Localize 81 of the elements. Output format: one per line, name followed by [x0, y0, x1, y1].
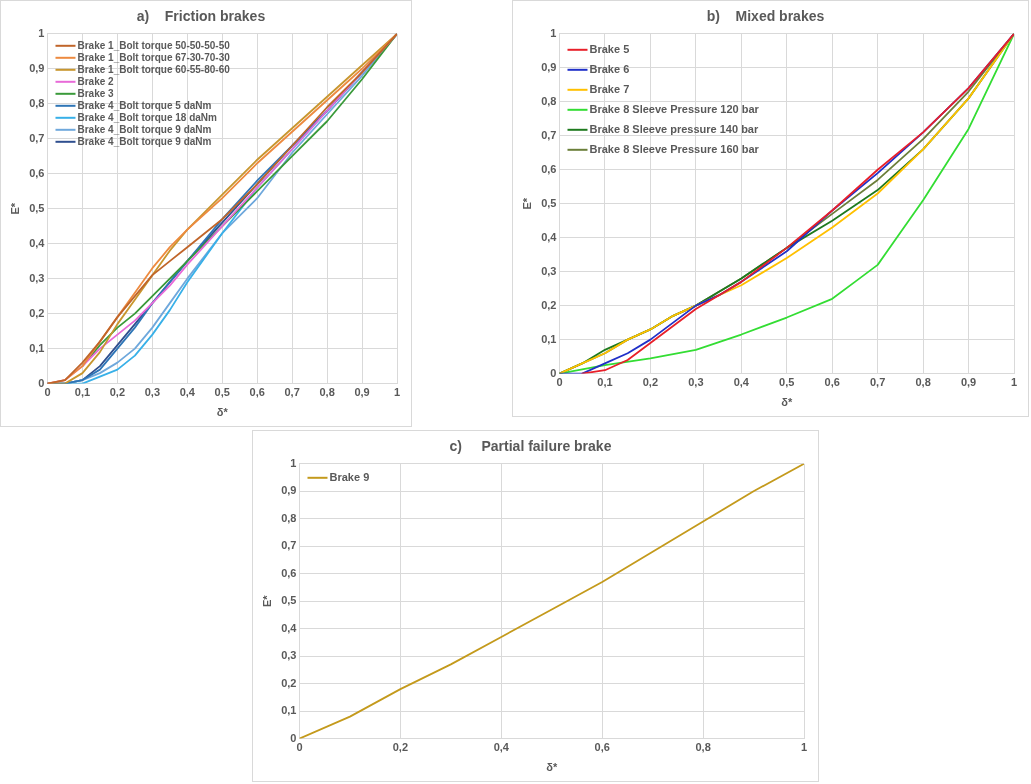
y-tick-label: 0,5 — [281, 594, 297, 607]
legend-label: Brake 2 — [77, 75, 115, 87]
y-tick-label: 0,9 — [281, 484, 297, 497]
legend-label: Brake 9 — [329, 470, 370, 483]
legend-label: Brake 4_Bolt torque 5 daNm — [77, 99, 212, 111]
y-tick-label: 0,5 — [29, 201, 45, 214]
legend-label: Brake 4_Bolt torque 9 daNm — [77, 135, 212, 147]
y-tick-label: 0,3 — [29, 271, 45, 284]
y-tick-label: 0,5 — [541, 196, 557, 209]
x-tick-label: 0,9 — [354, 386, 370, 399]
legend-label: Brake 1_Bolt torque 50-50-50-50 — [77, 39, 231, 51]
x-tick-label: 0,1 — [74, 386, 91, 399]
x-axis-title: δ* — [216, 406, 229, 419]
chart-title: a) Friction brakes — [136, 8, 266, 25]
y-tick-label: 0,2 — [541, 298, 557, 311]
x-tick-label: 0,4 — [733, 376, 750, 389]
y-tick-label: 0,4 — [29, 236, 46, 249]
x-tick-label: 0,8 — [319, 386, 335, 399]
x-tick-label: 1 — [800, 741, 808, 754]
x-tick-label: 0,6 — [824, 376, 840, 389]
legend-label: Brake 4_Bolt torque 9 daNm — [77, 123, 212, 135]
x-tick-label: 0,3 — [688, 376, 704, 389]
legend-label: Brake 4_Bolt torque 18 daNm — [77, 111, 218, 123]
y-tick-label: 0,7 — [29, 131, 45, 144]
y-axis-title: E* — [260, 594, 273, 608]
y-tick-label: 0,7 — [541, 128, 557, 141]
legend-label: Brake 6 — [589, 62, 630, 75]
x-tick-label: 0,6 — [594, 741, 610, 754]
x-tick-label: 0,8 — [695, 741, 711, 754]
x-tick-label: 0,9 — [960, 376, 977, 389]
x-tick-label: 0,4 — [493, 741, 510, 754]
legend-label: Brake 8 Sleeve Pressure 120 bar — [589, 102, 760, 115]
y-tick-label: 0,6 — [281, 566, 297, 579]
y-tick-label: 0,1 — [29, 341, 45, 354]
y-tick-label: 0,6 — [29, 166, 45, 179]
x-tick-label: 0,2 — [109, 386, 126, 399]
x-axis-title: δ* — [546, 761, 558, 774]
y-tick-label: 0,9 — [541, 60, 557, 73]
legend-label: Brake 1_Bolt torque 60-55-80-60 — [77, 63, 231, 75]
legend-label: Brake 5 — [589, 42, 630, 55]
x-tick-label: 0,3 — [144, 386, 160, 399]
y-tick-label: 0,8 — [541, 94, 557, 107]
legend-label: Brake 3 — [77, 87, 115, 99]
y-tick-label: 0,7 — [281, 539, 297, 552]
y-tick-label: 1 — [290, 456, 297, 469]
y-tick-label: 0,4 — [541, 230, 558, 243]
x-tick-label: 0,1 — [597, 376, 613, 389]
y-tick-label: 0,6 — [541, 162, 557, 175]
y-tick-label: 0,2 — [29, 306, 45, 319]
legend-label: Brake 7 — [589, 82, 630, 95]
legend-label: Brake 8 Sleeve Pressure 160 bar — [589, 142, 760, 155]
y-tick-label: 0,3 — [541, 264, 557, 277]
y-axis-title: E* — [520, 197, 533, 210]
y-tick-label: 0,8 — [281, 511, 297, 524]
x-tick-label: 0,5 — [779, 376, 795, 389]
y-tick-label: 0,9 — [29, 61, 45, 74]
y-tick-label: 0 — [550, 366, 557, 379]
x-tick-label: 0,7 — [870, 376, 886, 389]
x-tick-label: 1 — [393, 386, 401, 399]
y-tick-label: 0,3 — [281, 649, 297, 662]
legend-label: Brake 8 Sleeve pressure 140 bar — [589, 122, 759, 135]
y-tick-label: 0,2 — [281, 676, 297, 689]
y-axis-title: E* — [8, 202, 21, 215]
x-tick-label: 0,5 — [214, 386, 230, 399]
x-tick-label: 0,4 — [179, 386, 196, 399]
x-axis-title: δ* — [781, 396, 793, 409]
x-tick-label: 0,2 — [392, 741, 409, 754]
x-tick-label: 1 — [1010, 376, 1018, 389]
x-tick-label: 0,8 — [915, 376, 931, 389]
y-tick-label: 0,8 — [29, 96, 45, 109]
y-tick-label: 0 — [290, 731, 297, 744]
x-tick-label: 0,6 — [249, 386, 265, 399]
x-tick-label: 0,2 — [642, 376, 659, 389]
y-tick-label: 0,4 — [281, 621, 298, 634]
y-tick-label: 0,1 — [281, 704, 297, 717]
chart-title: b) Mixed brakes — [706, 8, 825, 25]
y-tick-label: 1 — [550, 26, 557, 39]
legend-label: Brake 1_Bolt torque 67-30-70-30 — [77, 51, 231, 63]
y-tick-label: 0,1 — [541, 332, 557, 345]
chart-title: c) Partial failure brake — [449, 438, 612, 455]
y-tick-label: 1 — [38, 26, 45, 39]
